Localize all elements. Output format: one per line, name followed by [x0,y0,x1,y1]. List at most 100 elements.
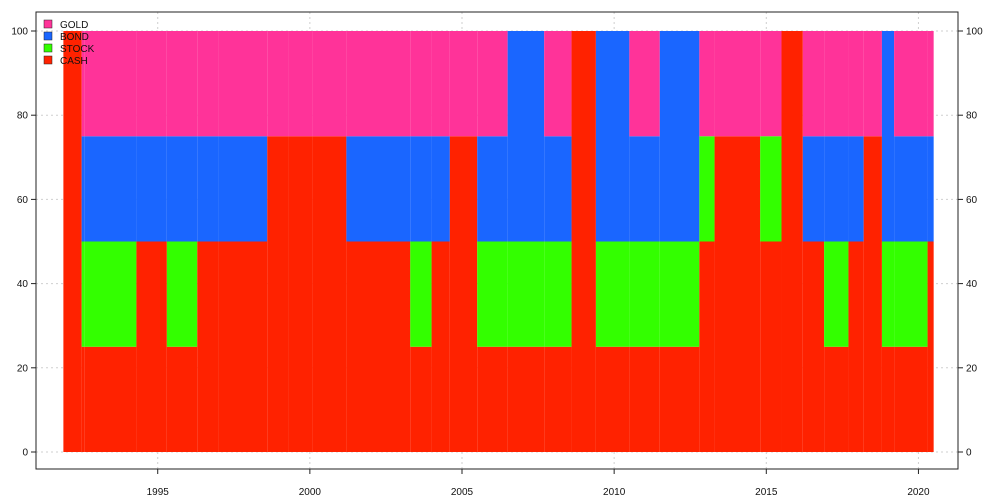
area-segment-bond [894,136,928,242]
legend-item-bond: BOND [43,31,89,43]
area-segment-cash [927,241,934,452]
area-segment-stock [659,241,700,347]
area-segment-cash [824,346,849,452]
area-segment-bond [881,31,895,242]
area-segment-gold [81,31,85,137]
area-segment-stock [477,241,508,347]
area-segment-bond [477,136,508,242]
legend-item-stock: STOCK [43,43,95,55]
area-segment-cash [714,136,761,452]
area-segment-gold [288,31,313,137]
area-segment-gold [410,31,432,137]
area-segment-bond [544,136,572,242]
x-tick-label: 2005 [451,487,474,498]
area-segment-cash [410,346,432,452]
area-segment-gold [84,31,137,137]
y-tick-label-left: 20 [17,363,29,374]
area-segment-cash [63,31,82,452]
y-tick-label-left: 0 [22,448,28,459]
legend-swatch [43,19,53,29]
legend-label: CASH [60,56,88,67]
area-segment-gold [848,31,864,137]
area-segment-gold [166,31,198,137]
area-segment-stock [544,241,572,347]
area-segment-cash [595,346,630,452]
area-segment-bond [136,136,167,242]
area-segment-gold [927,31,934,137]
area-segment-gold [824,31,849,137]
area-segment-cash [544,346,572,452]
area-segment-cash [659,346,700,452]
y-tick-label-right: 20 [966,363,978,374]
y-tick-label-left: 40 [17,279,29,290]
area-segment-bond [507,31,545,242]
area-segment-bond [81,136,85,242]
area-segment-bond [84,136,137,242]
area-segment-gold [346,31,411,137]
area-segment-cash [699,241,715,452]
legend-label: GOLD [60,20,88,31]
area-segment-bond [659,31,700,242]
area-segment-cash [288,136,313,452]
area-segment-bond [218,136,268,242]
plot-frame [35,11,959,470]
area-segment-bond [431,136,450,242]
area-segment-cash [894,346,928,452]
area-segment-stock [166,241,198,347]
x-tick-label: 1995 [147,487,170,498]
x-tick-label: 2015 [755,487,778,498]
legend-item-cash: CASH [43,55,88,67]
area-segment-gold [629,31,660,137]
area-segment-gold [477,31,508,137]
area-segment-cash [802,241,825,452]
y-tick-label-right: 0 [966,448,972,459]
area-segment-bond [927,136,934,242]
y-tick-label-right: 80 [966,111,978,122]
legend-item-gold: GOLD [43,19,88,31]
legend-swatch [43,31,53,41]
area-segment-cash [431,241,450,452]
area-segment-cash [136,241,167,452]
area-segment-gold [714,31,761,137]
area-segment-stock [881,241,895,347]
x-tick-label: 2010 [603,487,626,498]
area-segment-bond [595,31,630,242]
area-segment-cash [881,346,895,452]
area-segment-gold [136,31,167,137]
area-segment-bond [410,136,432,242]
area-segment-stock [824,241,849,347]
area-segment-bond [848,136,864,242]
area-segment-gold [197,31,219,137]
area-segment-cash [477,346,508,452]
legend-label: BOND [60,32,89,43]
legend-swatch [43,55,53,65]
area-segment-cash [629,346,660,452]
area-segment-bond [802,136,825,242]
x-tick-label: 2000 [299,487,322,498]
area-segment-gold [544,31,572,137]
area-segment-stock [507,241,545,347]
area-layer [63,31,934,452]
y-tick-label-left: 60 [17,195,29,206]
area-segment-cash [449,136,478,452]
area-segment-cash [166,346,198,452]
frame-layer [35,11,959,470]
legend-swatch [43,43,53,53]
area-segment-cash [218,241,268,452]
area-segment-cash [81,346,85,452]
area-segment-stock [629,241,660,347]
area-segment-stock [699,136,715,242]
area-segment-gold [431,31,450,137]
area-segment-cash [346,241,411,452]
area-segment-gold [894,31,928,137]
area-segment-cash [84,346,137,452]
y-tick-label-right: 40 [966,279,978,290]
area-segment-cash [760,241,782,452]
legend-label: STOCK [60,44,95,55]
area-segment-stock [595,241,630,347]
area-segment-cash [267,136,289,452]
